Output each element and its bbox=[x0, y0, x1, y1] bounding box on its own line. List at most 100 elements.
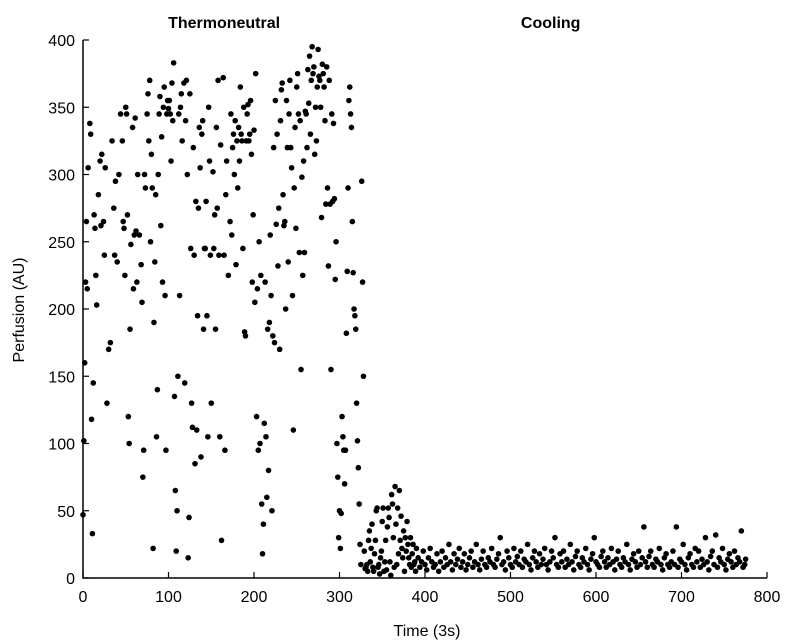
data-point bbox=[275, 263, 281, 269]
data-point bbox=[213, 124, 220, 131]
data-point bbox=[310, 70, 316, 77]
x-tick-label: 700 bbox=[668, 589, 695, 606]
x-tick-label: 800 bbox=[754, 589, 781, 606]
phase-label: Thermoneutral bbox=[168, 15, 280, 32]
data-point bbox=[675, 564, 681, 571]
data-point bbox=[526, 561, 533, 568]
data-point bbox=[346, 84, 353, 90]
data-point bbox=[223, 158, 230, 164]
data-point bbox=[163, 447, 169, 454]
data-point bbox=[311, 151, 318, 158]
data-point bbox=[159, 279, 166, 285]
data-point bbox=[392, 483, 398, 490]
data-point bbox=[728, 559, 734, 565]
data-point bbox=[723, 567, 729, 573]
data-point bbox=[376, 571, 383, 577]
data-point bbox=[511, 545, 517, 552]
data-point bbox=[452, 561, 459, 568]
data-point bbox=[281, 218, 288, 225]
data-point bbox=[651, 564, 657, 571]
data-point bbox=[153, 433, 160, 440]
data-point bbox=[405, 541, 411, 548]
data-point bbox=[295, 111, 302, 117]
data-point bbox=[110, 205, 117, 211]
data-point bbox=[145, 91, 151, 97]
data-point bbox=[275, 205, 282, 211]
data-point bbox=[267, 232, 274, 238]
data-point bbox=[446, 541, 452, 548]
data-point bbox=[659, 567, 666, 573]
y-tick-label: 50 bbox=[57, 504, 75, 521]
data-point bbox=[356, 501, 362, 507]
data-point bbox=[504, 548, 510, 554]
data-point bbox=[695, 548, 702, 554]
data-point bbox=[142, 185, 149, 191]
data-point bbox=[358, 561, 364, 568]
data-point bbox=[480, 548, 486, 554]
data-point bbox=[386, 514, 392, 521]
data-point bbox=[545, 567, 551, 573]
data-point bbox=[272, 97, 279, 104]
data-point bbox=[387, 559, 393, 565]
x-tick-label: 200 bbox=[241, 589, 268, 606]
data-point bbox=[271, 339, 278, 346]
data-point bbox=[93, 272, 99, 279]
data-point bbox=[175, 111, 182, 117]
data-point bbox=[154, 386, 161, 393]
data-point bbox=[186, 514, 192, 521]
data-point bbox=[255, 447, 262, 454]
data-point bbox=[618, 564, 625, 571]
data-point bbox=[702, 534, 709, 541]
data-point bbox=[91, 212, 97, 218]
data-point bbox=[379, 518, 386, 525]
data-point bbox=[192, 460, 198, 467]
data-point bbox=[280, 191, 286, 198]
data-point bbox=[337, 545, 344, 552]
data-point bbox=[417, 564, 423, 571]
data-point bbox=[290, 427, 297, 433]
data-point bbox=[524, 541, 531, 548]
data-point bbox=[134, 279, 140, 285]
data-point bbox=[207, 252, 214, 258]
data-point bbox=[99, 151, 105, 158]
data-point bbox=[116, 171, 122, 178]
data-point bbox=[238, 131, 244, 137]
data-point bbox=[449, 567, 456, 573]
data-point bbox=[206, 158, 213, 164]
data-point bbox=[203, 198, 209, 205]
data-point bbox=[122, 272, 128, 279]
data-point bbox=[422, 561, 428, 568]
data-point bbox=[240, 245, 246, 252]
data-point bbox=[601, 559, 608, 565]
data-point bbox=[378, 548, 385, 554]
data-point bbox=[360, 373, 367, 380]
data-point bbox=[274, 131, 280, 137]
data-point bbox=[292, 124, 298, 131]
data-point bbox=[529, 555, 536, 561]
data-point bbox=[707, 553, 714, 560]
data-point bbox=[673, 524, 680, 530]
data-point bbox=[294, 70, 301, 77]
data-point bbox=[157, 93, 163, 100]
x-axis-label: Time (3s) bbox=[394, 623, 461, 640]
data-point bbox=[536, 550, 543, 557]
data-point bbox=[264, 326, 271, 332]
data-point bbox=[150, 545, 156, 552]
data-point bbox=[497, 534, 504, 541]
data-point bbox=[263, 433, 269, 440]
data-point bbox=[329, 111, 335, 117]
data-point bbox=[126, 440, 132, 447]
data-point bbox=[353, 400, 360, 406]
data-point bbox=[287, 77, 293, 84]
data-point bbox=[304, 144, 310, 151]
data-point bbox=[340, 433, 346, 440]
data-point bbox=[222, 191, 229, 198]
data-point bbox=[411, 559, 418, 565]
data-point bbox=[361, 548, 368, 554]
data-point bbox=[112, 178, 119, 185]
data-point bbox=[399, 555, 406, 561]
data-point bbox=[181, 380, 188, 386]
data-point bbox=[217, 433, 223, 440]
